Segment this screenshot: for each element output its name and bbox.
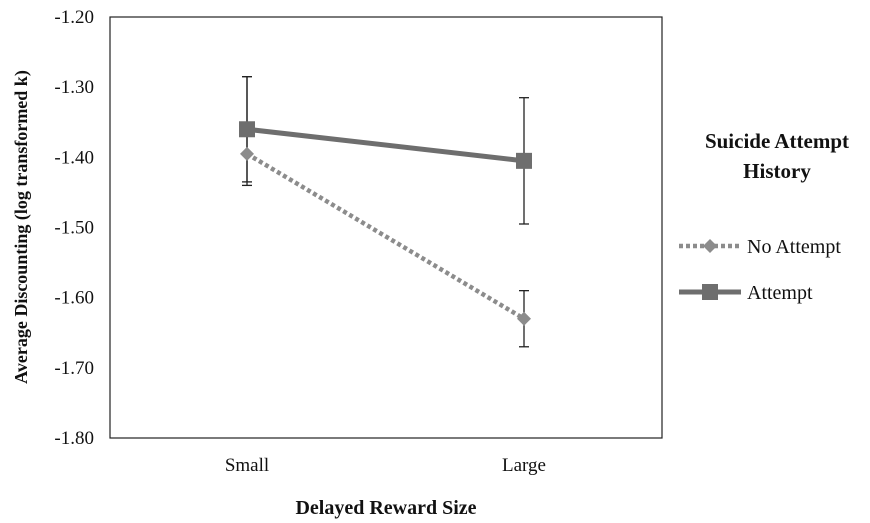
error-bars xyxy=(242,75,529,348)
y-tick-label: -1.70 xyxy=(54,358,94,379)
legend-marker-attempt xyxy=(702,284,718,300)
series-markers xyxy=(239,121,532,326)
legend-title-line-2: History xyxy=(743,159,811,183)
y-tick-label: -1.60 xyxy=(54,288,94,309)
series-line-no-attempt xyxy=(245,151,526,321)
legend-marker-no-attempt xyxy=(703,239,717,253)
series-line-attempt xyxy=(246,126,525,164)
data-point-attempt xyxy=(239,121,255,138)
x-axis-ticks: Small Large xyxy=(225,455,546,476)
legend-title-line-1: Suicide Attempt xyxy=(705,129,849,153)
x-axis-title: Delayed Reward Size xyxy=(295,497,476,519)
y-tick-label: -1.50 xyxy=(54,218,94,239)
series-lines xyxy=(245,126,526,321)
data-point-no-attempt xyxy=(240,146,254,161)
y-tick-label: -1.30 xyxy=(54,77,94,98)
x-tick-label: Small xyxy=(225,455,269,476)
legend-label-no-attempt: No Attempt xyxy=(747,236,841,258)
y-axis-title: Average Discounting (log transformed k) xyxy=(11,70,32,384)
y-tick-label: -1.80 xyxy=(54,428,94,449)
legend: Suicide Attempt History No Attempt Attemp… xyxy=(679,129,849,304)
data-point-no-attempt xyxy=(517,311,531,326)
data-point-attempt xyxy=(516,152,532,169)
x-tick-label: Large xyxy=(502,455,546,476)
plot-area-frame xyxy=(109,16,663,439)
y-tick-label: -1.40 xyxy=(54,147,94,168)
y-axis-ticks: -1.20 -1.30 -1.40 -1.50 -1.60 -1.70 -1.80 xyxy=(54,7,94,449)
y-tick-label: -1.20 xyxy=(54,7,94,28)
legend-label-attempt: Attempt xyxy=(747,282,813,304)
